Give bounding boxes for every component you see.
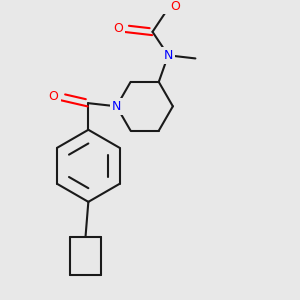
Text: O: O — [113, 22, 123, 35]
Text: N: N — [164, 49, 173, 62]
Text: O: O — [49, 90, 58, 104]
Text: N: N — [112, 100, 121, 113]
Text: O: O — [170, 0, 180, 13]
